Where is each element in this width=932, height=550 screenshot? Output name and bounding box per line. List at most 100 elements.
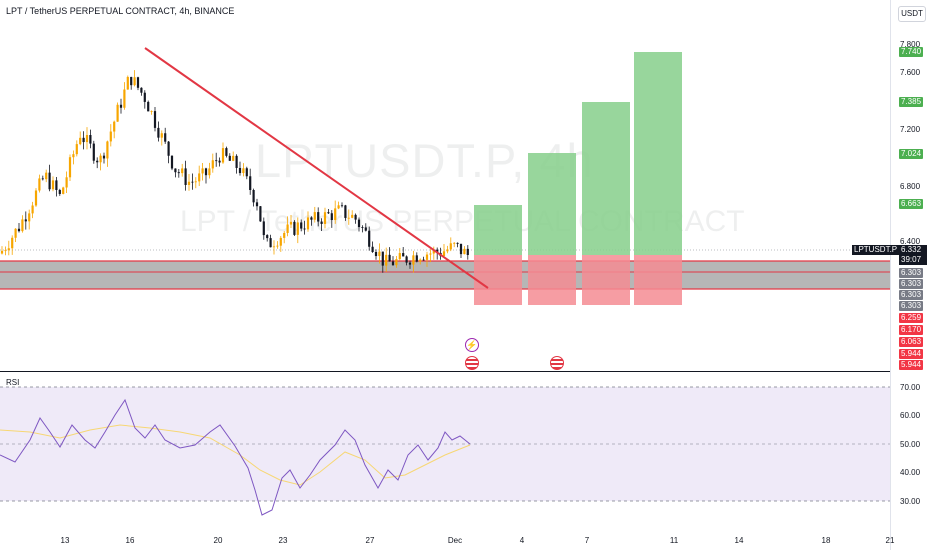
candle-body	[459, 243, 463, 255]
stop-tag: 6.259	[899, 313, 924, 323]
candle-body	[75, 144, 78, 155]
candle-body	[106, 141, 109, 159]
time-tick: 16	[125, 536, 135, 545]
candle-body	[398, 253, 401, 260]
candle-body	[201, 168, 204, 174]
candle-body	[133, 77, 136, 86]
candle-body	[187, 181, 191, 185]
us-flag-icon[interactable]	[550, 356, 564, 370]
time-tick: 20	[213, 536, 223, 545]
candle-body	[174, 168, 177, 173]
candle-body	[381, 251, 384, 266]
candle-body	[303, 228, 306, 230]
time-tick: 4	[519, 536, 525, 545]
price-chart[interactable]	[0, 0, 890, 550]
time-tick: 23	[278, 536, 288, 545]
candle-body	[215, 160, 218, 162]
target-tag: 6.663	[899, 199, 924, 209]
candle-body	[351, 214, 354, 218]
zone-tag: 6.303	[899, 268, 924, 278]
candle-body	[395, 259, 398, 266]
stop-tag: 6.063	[899, 337, 924, 347]
symbol-label: LPTUSDT.P	[852, 245, 900, 255]
candle-body	[85, 135, 89, 143]
candle-body	[266, 235, 269, 239]
time-tick: 27	[365, 536, 375, 545]
candle-body	[55, 180, 58, 190]
candle-body	[245, 168, 248, 177]
candle-body	[113, 121, 116, 132]
target-tag: 7.024	[899, 149, 924, 159]
candle-body	[368, 230, 371, 247]
candle-body	[449, 243, 452, 250]
candle-body	[422, 259, 425, 261]
candle-body	[432, 249, 435, 254]
time-tick: 21	[885, 536, 895, 545]
candle-body	[249, 176, 252, 190]
candle-body	[58, 189, 61, 194]
candle-body	[38, 178, 41, 191]
us-flag-icon[interactable]	[465, 356, 479, 370]
candle-body	[252, 189, 255, 203]
candle-body	[323, 212, 327, 224]
candle-body	[300, 222, 303, 229]
candle-body	[446, 249, 449, 252]
candle-body	[463, 248, 466, 255]
candle-body	[164, 133, 167, 142]
candle-body	[320, 221, 323, 224]
price-tick: 6.400	[900, 237, 921, 246]
candle-body	[361, 227, 364, 228]
target-tag: 7.385	[899, 97, 924, 107]
candle-body	[306, 217, 310, 230]
candle-body	[408, 262, 412, 265]
target-boxes	[474, 52, 682, 305]
candle-body	[310, 217, 313, 220]
lightning-icon[interactable]: ⚡	[465, 338, 479, 352]
currency-button[interactable]: USDT	[898, 6, 926, 22]
target-tag: 7.740	[899, 47, 924, 57]
pane-divider[interactable]	[0, 371, 890, 372]
last-price-label: 6.332 39:07	[899, 245, 927, 265]
candle-body	[334, 208, 337, 221]
candle-body	[242, 168, 245, 174]
candle-body	[21, 219, 24, 232]
candle-body	[218, 160, 221, 163]
candle-body	[109, 131, 112, 142]
candle-body	[211, 160, 214, 169]
time-tick: 11	[669, 536, 679, 545]
candle-body	[327, 212, 330, 214]
candle-body	[221, 148, 225, 163]
candle-body	[286, 224, 289, 233]
candle-body	[391, 261, 395, 266]
candle-body	[330, 213, 333, 221]
candle-body	[72, 154, 75, 158]
candle-body	[4, 250, 7, 252]
candle-body	[425, 254, 429, 260]
candle-body	[466, 248, 469, 255]
candle-body	[48, 172, 51, 190]
candle-body	[276, 245, 279, 247]
rsi-label[interactable]: RSI	[6, 378, 20, 387]
price-tick: 6.800	[900, 182, 921, 191]
rsi-tick: 60.00	[900, 411, 921, 420]
candle-body	[34, 190, 38, 206]
candle-body	[116, 104, 119, 122]
time-tick: 14	[734, 536, 744, 545]
chart-title: LPT / TetherUS PERPETUAL CONTRACT, 4h, B…	[6, 6, 235, 16]
price-tick: 7.200	[900, 125, 921, 134]
zone-tag: 6.303	[899, 290, 924, 300]
candle-body	[136, 77, 140, 88]
candle-body	[347, 217, 350, 219]
candle-body	[0, 250, 4, 254]
rsi-tick: 30.00	[900, 497, 921, 506]
time-tick: Dec	[447, 536, 463, 545]
candle-body	[289, 221, 293, 225]
candle-body	[412, 255, 415, 265]
candle-body	[51, 180, 55, 190]
candle-body	[228, 155, 231, 161]
candle-body	[167, 141, 170, 156]
candle-body	[340, 205, 344, 207]
candle-body	[317, 212, 320, 222]
candle-body	[259, 206, 262, 222]
zone-tag: 6.303	[899, 301, 924, 311]
